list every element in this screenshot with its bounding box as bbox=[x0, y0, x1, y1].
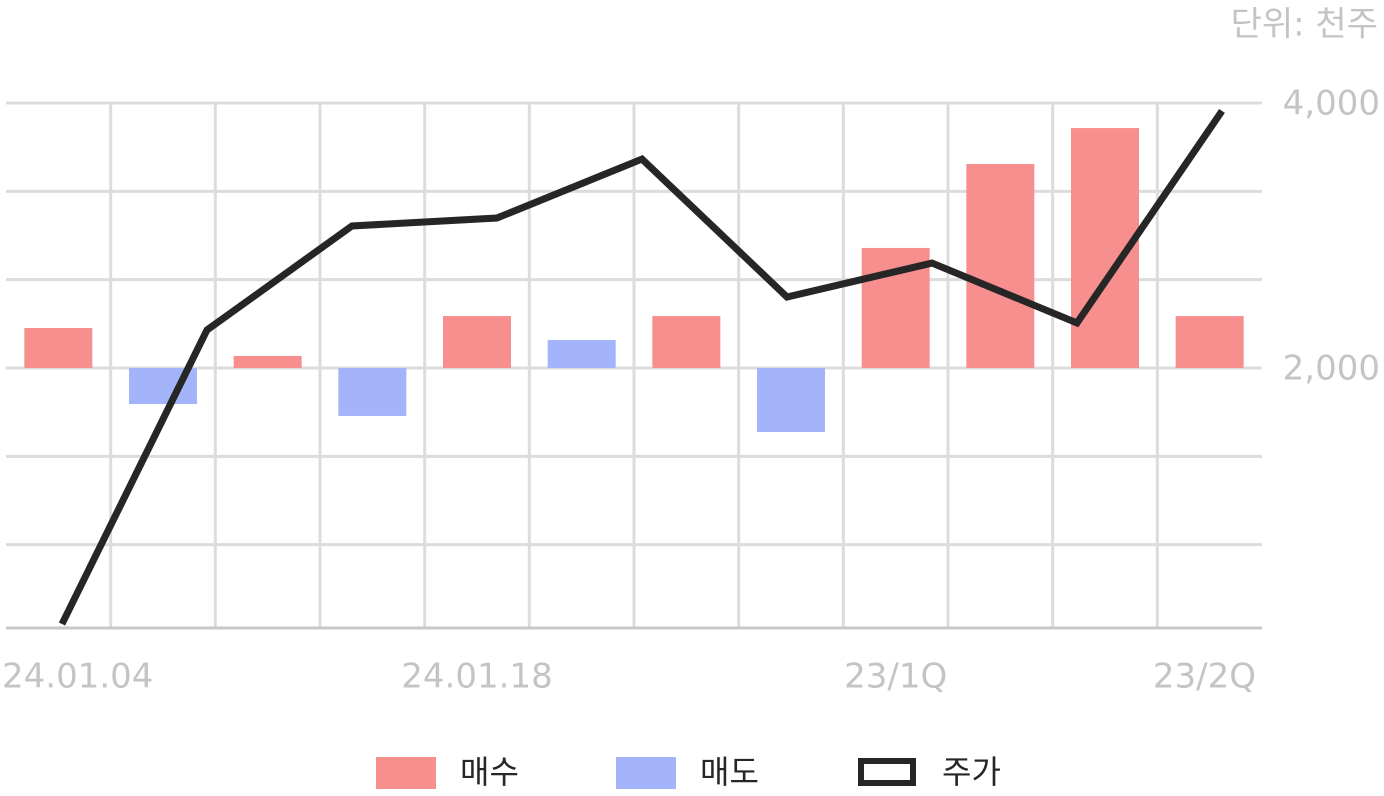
x-tick-label: 24.01.04 bbox=[2, 657, 153, 697]
bar bbox=[233, 355, 302, 368]
legend-swatch bbox=[616, 757, 676, 789]
legend-label: 매수 bbox=[460, 753, 519, 791]
price-line bbox=[58, 108, 1225, 626]
bar bbox=[652, 316, 721, 368]
unit-label: 단위: 천주 bbox=[1231, 5, 1378, 45]
bar bbox=[338, 368, 407, 416]
y-tick-label: 4,000 bbox=[1283, 84, 1380, 124]
bar bbox=[547, 340, 616, 368]
bar bbox=[1175, 316, 1244, 368]
bar bbox=[757, 368, 825, 432]
bar bbox=[24, 327, 93, 368]
bar bbox=[443, 316, 511, 368]
y-tick-label: 2,000 bbox=[1283, 349, 1380, 389]
legend-swatch bbox=[858, 758, 916, 786]
x-tick-label: 23/1Q bbox=[844, 657, 947, 697]
x-tick-label: 23/2Q bbox=[1153, 657, 1256, 697]
legend-label: 주가 bbox=[942, 753, 1001, 791]
legend-label: 매도 bbox=[700, 753, 759, 791]
legend-swatch bbox=[376, 757, 436, 789]
bar bbox=[966, 163, 1035, 368]
x-tick-label: 24.01.18 bbox=[401, 657, 552, 697]
